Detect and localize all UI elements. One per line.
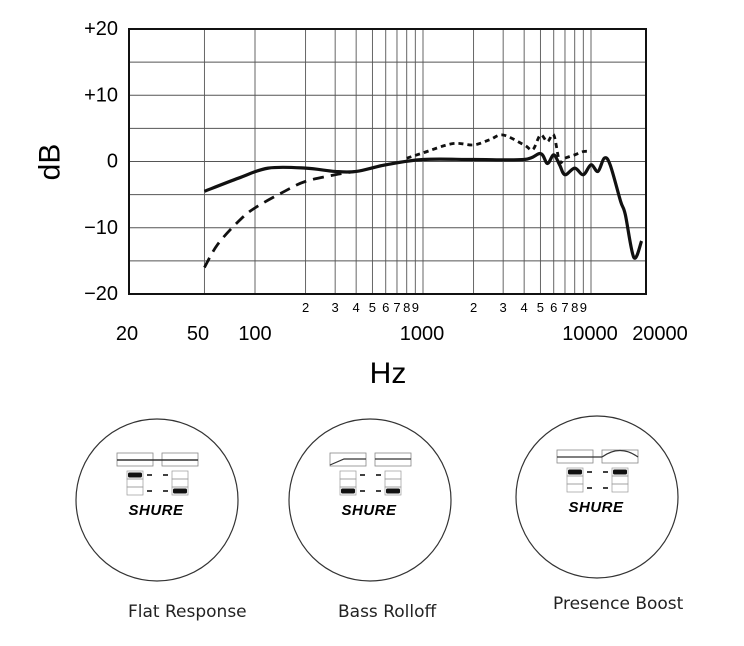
x-minor-tick-label: 6 <box>382 300 389 315</box>
x-major-tick-label: 50 <box>187 323 209 345</box>
x-minor-tick-label: 7 <box>393 300 400 315</box>
preset-circle <box>288 418 452 582</box>
preset-diagram-presence-boost: SHURE <box>515 415 679 579</box>
shure-logo: SHURE <box>128 502 184 519</box>
curves <box>203 132 644 269</box>
x-minor-tick-label: 2 <box>302 300 309 315</box>
x-major-tick-label: 20 <box>116 323 138 345</box>
x-minor-tick-label: 5 <box>537 300 544 315</box>
x-minor-tick-label: 3 <box>500 300 507 315</box>
shure-logo: SHURE <box>568 499 624 516</box>
preset-diagrams: SHURE SHURE SHURE <box>75 415 679 582</box>
x-minor-tick-label: 8 <box>571 300 578 315</box>
y-tick-label: +10 <box>84 84 118 106</box>
y-axis-label: dB <box>34 144 67 181</box>
x-minor-tick-label: 4 <box>353 300 360 315</box>
preset-diagram-bass-rolloff: SHURE <box>288 418 452 582</box>
x-minor-tick-label: 2 <box>470 300 477 315</box>
x-minor-tick-label: 9 <box>580 300 587 315</box>
y-tick-labels: +20 +10 0 −10 −20 <box>84 18 118 305</box>
x-minor-tick-label: 3 <box>332 300 339 315</box>
preset-diagram-flat-response: SHURE <box>75 418 239 582</box>
x-minor-tick-label: 4 <box>521 300 528 315</box>
x-minor-tick-label: 7 <box>561 300 568 315</box>
preset-circle <box>75 418 239 582</box>
y-tick-label: 0 <box>107 151 118 173</box>
x-major-tick-label: 1000 <box>400 323 445 345</box>
x-minor-tick-label: 6 <box>550 300 557 315</box>
shure-logo: SHURE <box>341 502 397 519</box>
x-minor-tick-label: 8 <box>403 300 410 315</box>
preset-circle <box>515 415 679 579</box>
x-major-tick-label: 100 <box>238 323 271 345</box>
curve-bass-rolloff <box>203 170 357 269</box>
caption-presence-boost: Presence Boost <box>553 594 684 614</box>
x-axis-label: Hz <box>370 357 407 390</box>
grid <box>129 29 646 294</box>
curve-flat-response <box>203 151 644 260</box>
y-tick-label: −20 <box>84 283 118 305</box>
plot-frame <box>128 28 647 295</box>
y-tick-label: −10 <box>84 217 118 239</box>
caption-bass-rolloff: Bass Rolloff <box>338 602 437 622</box>
curve-presence-boost <box>406 132 592 165</box>
x-major-tick-label: 10000 <box>562 323 618 345</box>
x-minor-tick-label: 9 <box>412 300 419 315</box>
caption-flat-response: Flat Response <box>128 602 247 622</box>
y-tick-label: +20 <box>84 18 118 40</box>
x-minor-tick-label: 5 <box>369 300 376 315</box>
x-major-tick-label: 20000 <box>632 323 688 345</box>
